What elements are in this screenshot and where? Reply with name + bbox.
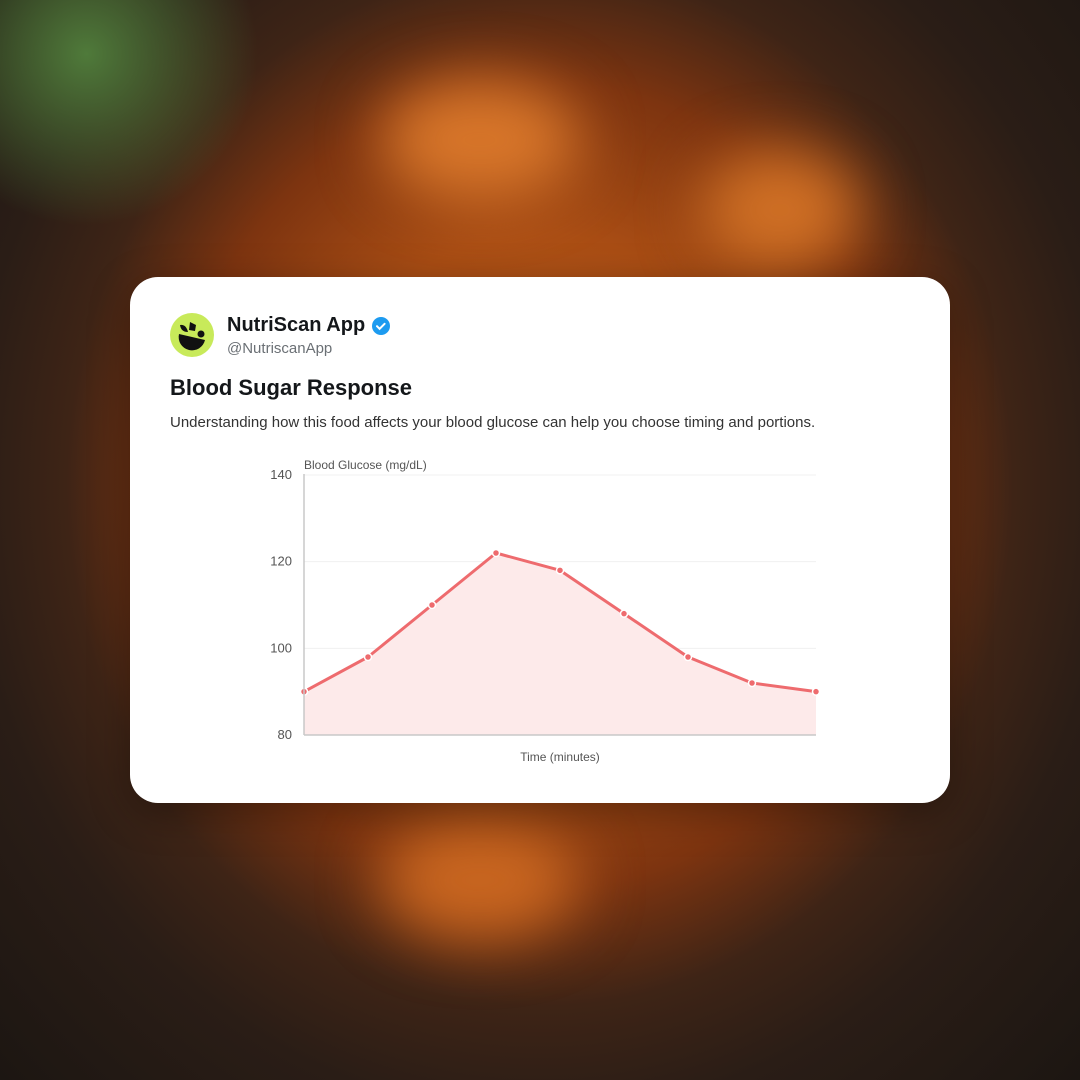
x-axis-label: Time (minutes) [520,750,600,764]
profile-name: NutriScan App [227,314,366,336]
leaf-bowl-icon [178,322,205,351]
data-point[interactable] [363,652,373,662]
background-blur [700,150,860,270]
post-title: Blood Sugar Response [170,375,413,400]
avatar[interactable] [170,313,214,357]
background-blur [380,80,580,200]
profile-handle[interactable]: @NutriscanApp [227,340,333,357]
background-blur [380,820,580,940]
profile-name-row[interactable]: NutriScan App [227,314,391,337]
data-point[interactable] [683,652,693,662]
y-tick-label: 140 [270,467,292,482]
data-point[interactable] [619,609,629,618]
verified-badge-icon [372,316,391,335]
area-fill [304,553,816,735]
data-point[interactable] [555,566,565,575]
post-description: Understanding how this food affects your… [170,414,816,431]
data-point[interactable] [491,548,501,558]
y-tick-label: 100 [270,640,292,655]
post-card: NutriScan App @NutriscanApp Blood Sugar … [130,277,950,803]
y-tick-label: 80 [278,727,292,742]
y-tick-label: 120 [270,554,292,569]
data-point[interactable] [811,687,821,696]
y-axis-label: Blood Glucose (mg/dL) [304,458,427,472]
data-point[interactable] [747,678,757,688]
data-point[interactable] [427,600,437,610]
glucose-chart: 80 100 120 140 Blood Glucose (mg/dL) Time (… [270,458,821,764]
